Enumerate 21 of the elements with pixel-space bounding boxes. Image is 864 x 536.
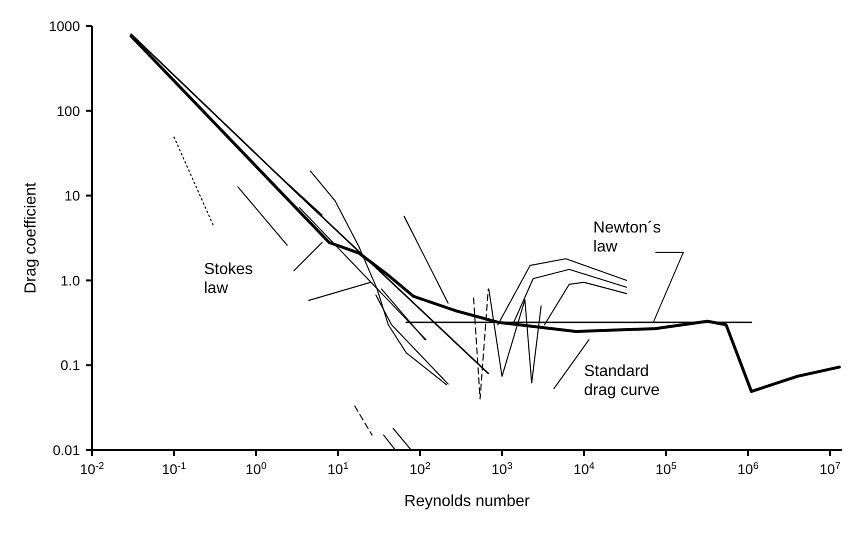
x-tick-label: 10$^{5}$ xyxy=(656,460,678,477)
y-tick-label: 0.01 xyxy=(52,442,80,458)
x-axis-title: Reynolds number xyxy=(404,493,530,510)
x-tick-label: 10$^{0}$ xyxy=(245,460,268,477)
x-tick-label: 10$^{-2}$ xyxy=(80,460,104,477)
annotation: Newton´s law xyxy=(593,219,661,256)
x-tick-label: 10$^{6}$ xyxy=(738,460,760,477)
y-axis-title: Drag coefficient xyxy=(22,182,40,294)
x-tick-label: 10$^{4}$ xyxy=(573,460,596,477)
x-tick-label: 10$^{3}$ xyxy=(491,460,514,477)
y-tick-label: 100 xyxy=(56,102,80,119)
y-tick-label: 0.1 xyxy=(60,357,80,374)
x-tick-label: 10$^{2}$ xyxy=(409,460,431,477)
y-tick-label: 1000 xyxy=(48,18,80,34)
x-tick-label: 10$^{1}$ xyxy=(327,460,349,477)
x-tick-label: 10$^{-1}$ xyxy=(162,460,186,477)
x-tick-label: 10$^{7}$ xyxy=(820,460,841,477)
annotation: Stokes law xyxy=(204,260,253,298)
y-tick-label: 10 xyxy=(64,188,80,204)
annotation: Standard drag curve xyxy=(584,362,660,400)
y-tick-label: 1.0 xyxy=(60,272,80,288)
